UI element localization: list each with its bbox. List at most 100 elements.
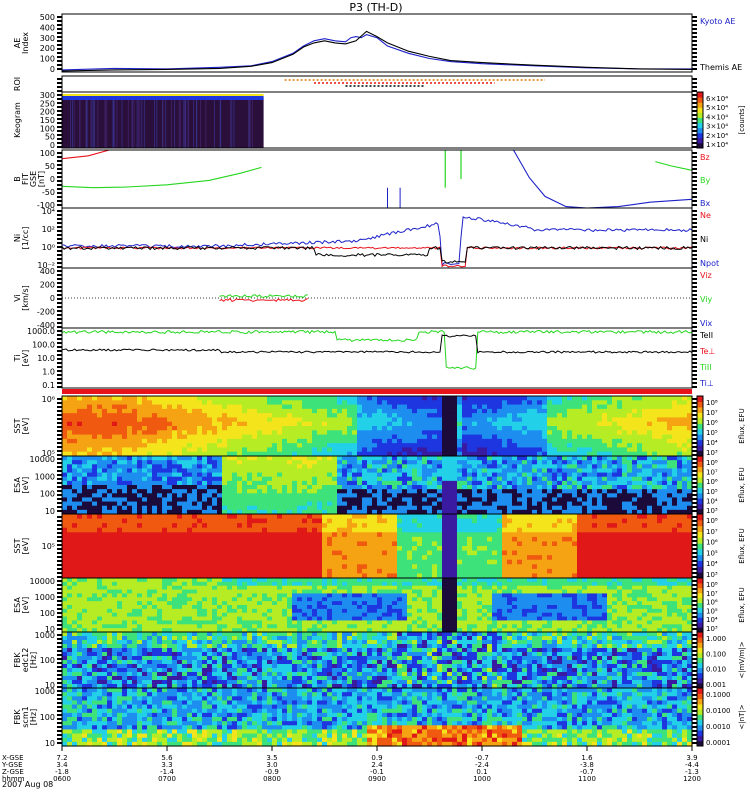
- spectrogram-cell: [62, 443, 68, 449]
- spectrogram-cell: [257, 480, 263, 486]
- spectrogram-cell: [497, 480, 503, 486]
- spectrogram-cell: [427, 408, 433, 414]
- spectrogram-cell: [172, 464, 178, 470]
- spectrogram-cell: [142, 464, 148, 470]
- spectrogram-cell: [672, 476, 678, 482]
- spectrogram-cell: [347, 472, 353, 478]
- spectrogram-cell: [212, 421, 218, 427]
- spectrogram-cell: [377, 417, 383, 423]
- spectrogram-cell: [487, 456, 493, 461]
- spectrogram-cell: [97, 464, 103, 470]
- spectrogram-cell: [122, 460, 128, 465]
- spectrogram-cell: [582, 417, 588, 423]
- spectrogram-cell: [162, 451, 168, 457]
- spectrogram-cell: [307, 497, 313, 503]
- spectrogram-cell: [197, 417, 203, 423]
- spectrogram-cell: [172, 480, 178, 486]
- spectrogram-cell: [517, 509, 523, 515]
- spectrogram-cell: [362, 456, 368, 461]
- spectrogram-cell: [182, 497, 188, 503]
- spectrogram-cell: [657, 426, 663, 431]
- spectrogram-cell: [97, 451, 103, 457]
- spectrogram-cell: [157, 505, 163, 511]
- spectrogram-cell: [222, 447, 228, 453]
- spectrogram-cell: [407, 434, 413, 440]
- spectrogram-cell: [82, 518, 88, 524]
- spectrogram-cell: [182, 472, 188, 478]
- spectrogram-cell: [132, 430, 138, 436]
- spectrogram-cell: [512, 505, 518, 511]
- spectrogram-cell: [397, 451, 403, 457]
- spectrogram-cell: [507, 523, 513, 529]
- spectrogram-cell: [272, 456, 278, 461]
- spectrogram-cell: [342, 430, 348, 436]
- spectrogram-cell: [212, 527, 218, 533]
- spectrogram-cell: [122, 559, 128, 565]
- spectrogram-cell: [517, 541, 523, 547]
- spectrogram-cell: [517, 480, 523, 486]
- spectrogram-cell: [442, 451, 448, 457]
- spectrogram-cell: [557, 480, 563, 486]
- spectrogram-cell: [337, 541, 343, 547]
- spectrogram-cell: [132, 505, 138, 511]
- spectrogram-cell: [332, 568, 338, 575]
- spectrogram-cell: [62, 536, 68, 543]
- spectrogram-cell: [102, 421, 108, 427]
- spectrogram-cell: [147, 421, 153, 427]
- spectrogram-cell: [347, 509, 353, 515]
- spectrogram-cell: [552, 434, 558, 440]
- spectrogram-cell: [247, 550, 253, 556]
- spectrogram-cell: [132, 493, 138, 499]
- spectrogram-cell: [102, 489, 108, 494]
- spectrogram-cell: [387, 480, 393, 486]
- spectrogram-cell: [142, 447, 148, 453]
- spectrogram-cell: [532, 438, 538, 444]
- spectrogram-cell: [227, 541, 233, 547]
- spectrogram-cell: [552, 550, 558, 556]
- spectrogram-cell: [542, 489, 548, 494]
- spectrogram-cell: [522, 438, 528, 444]
- spectrogram-cell: [562, 568, 568, 575]
- spectrogram-cell: [362, 489, 368, 494]
- spectrogram-cell: [417, 523, 423, 529]
- spectrogram-cell: [462, 485, 468, 490]
- spectrogram-cell: [477, 505, 483, 511]
- spectrogram-cell: [567, 564, 573, 570]
- spectrogram-cell: [152, 438, 158, 444]
- spectrogram-cell: [107, 443, 113, 449]
- spectrogram-cell: [222, 532, 228, 538]
- spectrogram-cell: [377, 505, 383, 511]
- spectrogram-cell: [617, 509, 623, 515]
- spectrogram-cell: [177, 451, 183, 457]
- spectrogram-cell: [147, 451, 153, 457]
- spectrogram-cell: [442, 523, 448, 529]
- spectrogram-cell: [217, 568, 223, 575]
- spectrogram-cell: [182, 460, 188, 465]
- spectrogram-cell: [547, 396, 553, 401]
- spectrogram-cell: [602, 421, 608, 427]
- spectrogram-cell: [212, 532, 218, 538]
- spectrogram-cell: [642, 451, 648, 457]
- spectrogram-cell: [92, 468, 98, 474]
- spectrogram-cell: [427, 573, 433, 579]
- spectrogram-cell: [377, 426, 383, 431]
- spectrogram-cell: [252, 443, 258, 449]
- spectrogram-cell: [452, 413, 458, 419]
- spectrogram-cell: [542, 573, 548, 579]
- spectrogram-cell: [337, 532, 343, 538]
- spectrogram-cell: [627, 497, 633, 503]
- spectrogram-cell: [497, 509, 503, 515]
- spectrogram-cell: [497, 447, 503, 453]
- spectrogram-cell: [542, 550, 548, 556]
- spectrogram-cell: [147, 559, 153, 565]
- spectrogram-cell: [172, 509, 178, 515]
- spectrogram-cell: [292, 408, 298, 414]
- spectrogram-cell: [287, 413, 293, 419]
- spectrogram-cell: [607, 501, 613, 507]
- spectrogram-cell: [607, 430, 613, 436]
- spectrogram-cell: [552, 396, 558, 401]
- spectrogram-cell: [392, 426, 398, 431]
- spectrogram-cell: [117, 497, 123, 503]
- spectrogram-cell: [157, 408, 163, 414]
- spectrogram-cell: [152, 527, 158, 533]
